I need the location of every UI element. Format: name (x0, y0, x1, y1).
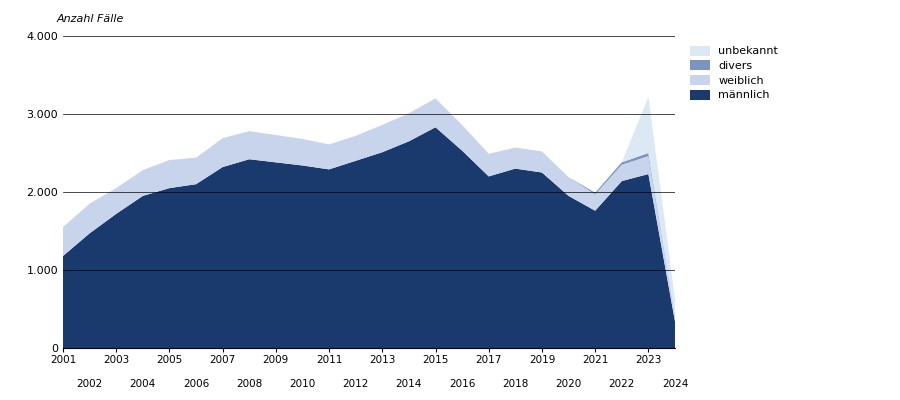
Text: 2010: 2010 (290, 378, 316, 388)
Text: Anzahl Fälle: Anzahl Fälle (57, 14, 124, 24)
Text: 2006: 2006 (183, 378, 209, 388)
Text: 2022: 2022 (608, 378, 635, 388)
Text: 2014: 2014 (396, 378, 422, 388)
Text: 2004: 2004 (130, 378, 156, 388)
Text: 2008: 2008 (236, 378, 263, 388)
Text: 2012: 2012 (343, 378, 369, 388)
Text: 2002: 2002 (76, 378, 103, 388)
Text: 2016: 2016 (449, 378, 475, 388)
Text: 2024: 2024 (662, 378, 688, 388)
Text: 2020: 2020 (555, 378, 581, 388)
Legend: unbekannt, divers, weiblich, männlich: unbekannt, divers, weiblich, männlich (689, 46, 778, 100)
Text: 2018: 2018 (502, 378, 528, 388)
